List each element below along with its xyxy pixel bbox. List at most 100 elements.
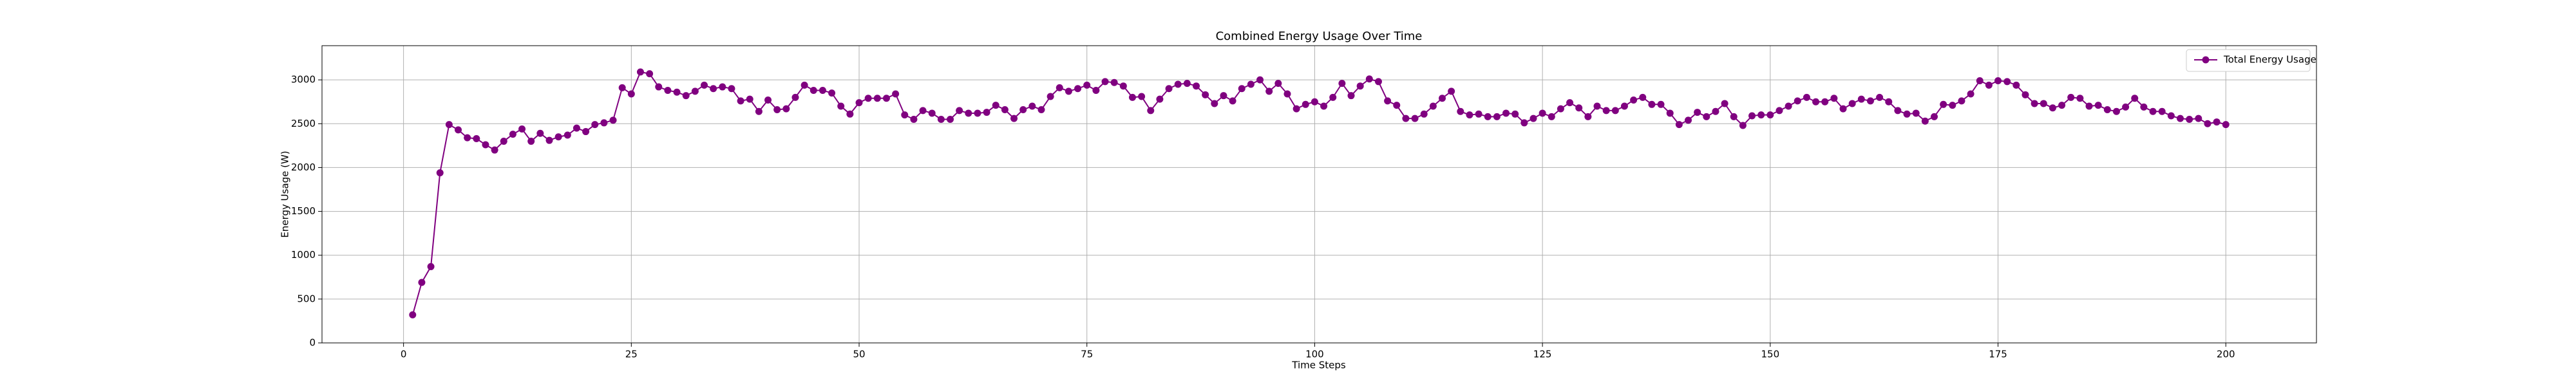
data-point xyxy=(947,115,954,123)
data-point xyxy=(646,70,654,78)
data-point xyxy=(1502,109,1510,117)
data-point xyxy=(1193,82,1200,90)
x-tick-label: 50 xyxy=(853,349,865,360)
data-point xyxy=(1620,102,1628,110)
data-point xyxy=(974,109,981,117)
data-point xyxy=(1010,115,1018,122)
data-point xyxy=(1721,100,1728,107)
data-point xyxy=(1903,110,1911,118)
y-tick-label: 2000 xyxy=(291,161,316,173)
data-point xyxy=(1347,92,1355,100)
data-point xyxy=(2149,107,2157,115)
data-point xyxy=(1703,113,1710,120)
data-point xyxy=(719,83,726,91)
data-point xyxy=(1857,95,1865,103)
data-point xyxy=(1311,98,1318,106)
y-tick-label: 0 xyxy=(309,337,316,349)
data-point xyxy=(1037,106,1045,113)
data-point xyxy=(1593,102,1601,110)
data-point xyxy=(892,90,900,98)
data-point xyxy=(691,87,699,95)
data-point xyxy=(1365,75,1373,83)
data-point xyxy=(1575,104,1583,112)
data-point xyxy=(1329,93,1337,101)
data-point xyxy=(1466,111,1473,119)
data-point xyxy=(427,262,435,270)
data-point xyxy=(2058,102,2066,109)
x-axis-label: Time Steps xyxy=(1291,360,1346,371)
y-tick-label: 500 xyxy=(297,293,316,304)
data-point xyxy=(1994,77,2002,85)
data-point xyxy=(1866,97,1874,105)
x-tick-label: 100 xyxy=(1305,349,1324,360)
data-point xyxy=(1374,78,1382,86)
data-point xyxy=(746,95,753,103)
data-point xyxy=(882,95,890,102)
data-point xyxy=(1183,80,1191,87)
data-point xyxy=(1393,102,1401,109)
x-tick-label: 25 xyxy=(625,349,638,360)
data-point xyxy=(2112,107,2120,115)
data-point xyxy=(1885,98,1893,106)
data-point xyxy=(828,89,836,97)
y-axis-label: Energy Usage (W) xyxy=(279,151,291,237)
data-point xyxy=(2012,81,2020,89)
data-point xyxy=(1949,102,1956,109)
data-point xyxy=(773,106,781,113)
data-point xyxy=(1174,80,1182,88)
data-point xyxy=(992,102,999,109)
data-point xyxy=(1675,121,1683,129)
data-point xyxy=(1839,105,1847,113)
data-point xyxy=(1028,102,1036,110)
data-point xyxy=(755,107,762,115)
data-point xyxy=(627,90,635,98)
data-point xyxy=(2040,100,2047,107)
data-point xyxy=(1684,116,1692,124)
data-point xyxy=(591,121,599,129)
data-point xyxy=(1876,93,1884,101)
data-point xyxy=(2067,93,2075,101)
data-point xyxy=(2131,95,2139,102)
data-point xyxy=(1511,110,1519,118)
data-point xyxy=(2076,95,2084,102)
x-tick-label: 75 xyxy=(1081,349,1093,360)
data-point xyxy=(2031,100,2038,107)
data-point xyxy=(1202,91,1209,98)
data-point xyxy=(764,96,772,104)
data-point xyxy=(482,141,489,149)
data-point xyxy=(1074,85,1082,93)
data-point xyxy=(1748,112,1756,120)
data-point xyxy=(1985,81,1993,89)
data-point xyxy=(800,81,808,89)
y-tick-label: 1000 xyxy=(291,249,316,261)
data-point xyxy=(910,115,918,123)
data-point xyxy=(1766,111,1774,119)
data-point xyxy=(965,109,972,117)
data-point xyxy=(1056,84,1063,91)
data-point xyxy=(919,107,927,115)
data-point xyxy=(518,125,526,133)
y-tick-label: 2500 xyxy=(291,118,316,129)
data-point xyxy=(1211,100,1218,107)
data-point xyxy=(1739,122,1747,129)
data-point xyxy=(710,85,717,93)
data-point xyxy=(1320,102,1328,110)
data-point xyxy=(473,134,480,142)
data-point xyxy=(1046,93,1054,100)
data-point xyxy=(1794,97,1801,105)
data-point xyxy=(509,131,516,138)
data-point xyxy=(728,85,735,93)
data-point xyxy=(564,131,571,139)
data-point xyxy=(545,136,553,144)
data-point xyxy=(1283,90,1291,98)
data-point xyxy=(2003,78,2011,86)
y-tick-label: 3000 xyxy=(291,74,316,86)
data-point xyxy=(1666,109,1674,117)
x-tick-label: 125 xyxy=(1533,349,1552,360)
data-point xyxy=(1147,107,1155,115)
data-point xyxy=(1065,87,1072,95)
data-point xyxy=(1967,90,1975,98)
data-point xyxy=(1493,113,1501,120)
